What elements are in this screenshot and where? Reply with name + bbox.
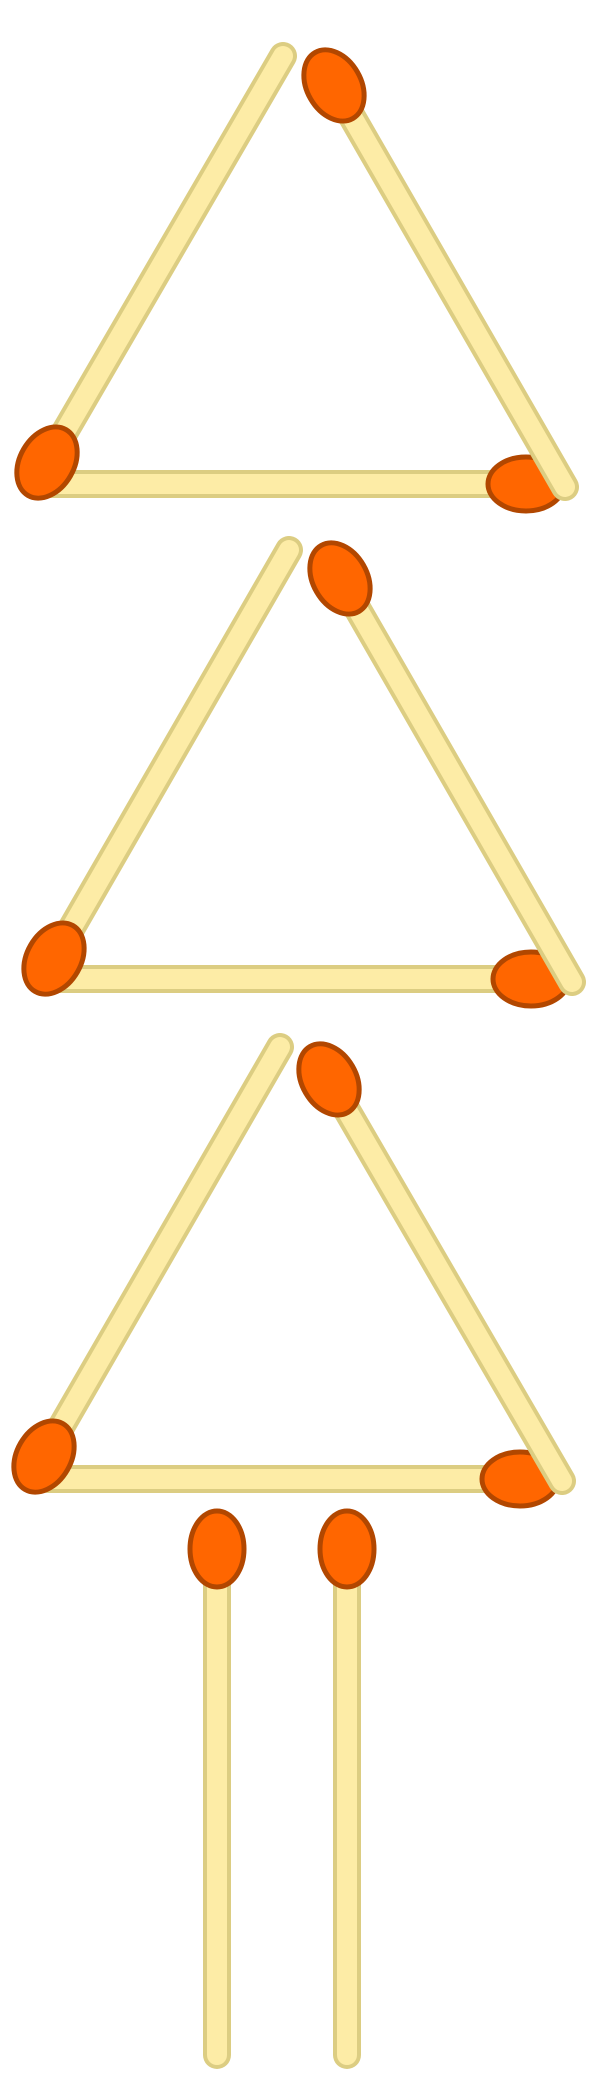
triangle-lower-left-match bbox=[11, 1033, 294, 1495]
triangle-middle-left-match-head bbox=[21, 920, 87, 997]
triangle-top-left-match-head bbox=[14, 424, 80, 501]
triangle-top-right-match-stick bbox=[332, 91, 575, 497]
leg-right-match-head bbox=[317, 1508, 377, 1590]
triangle-top-left-match bbox=[14, 42, 297, 501]
triangle-middle-right-match-head bbox=[307, 540, 373, 617]
triangle-middle-left-match bbox=[21, 536, 303, 997]
triangle-lower-bottom-match bbox=[33, 1449, 561, 1509]
leg-right-match bbox=[317, 1508, 377, 2069]
triangle-lower-left-match-head bbox=[11, 1418, 77, 1495]
triangle-middle-left-match-stick bbox=[52, 540, 299, 953]
triangle-top-right-match-head bbox=[301, 47, 367, 124]
triangle-lower-right-match-stick bbox=[328, 1085, 572, 1491]
leg-left-match-head bbox=[187, 1508, 247, 1590]
triangle-middle-right-match-stick bbox=[338, 584, 582, 992]
triangle-lower-right-match bbox=[296, 1041, 576, 1495]
triangle-top-right-match bbox=[301, 47, 579, 501]
triangle-middle-right-match bbox=[307, 540, 586, 996]
triangle-lower-right-match-head bbox=[296, 1041, 362, 1118]
matchsticks bbox=[11, 42, 586, 2069]
triangle-lower-left-match-stick bbox=[42, 1037, 290, 1451]
triangle-top-left-match-stick bbox=[46, 46, 293, 457]
leg-left-match bbox=[187, 1508, 247, 2069]
triangle-top-bottom-match bbox=[38, 454, 567, 514]
